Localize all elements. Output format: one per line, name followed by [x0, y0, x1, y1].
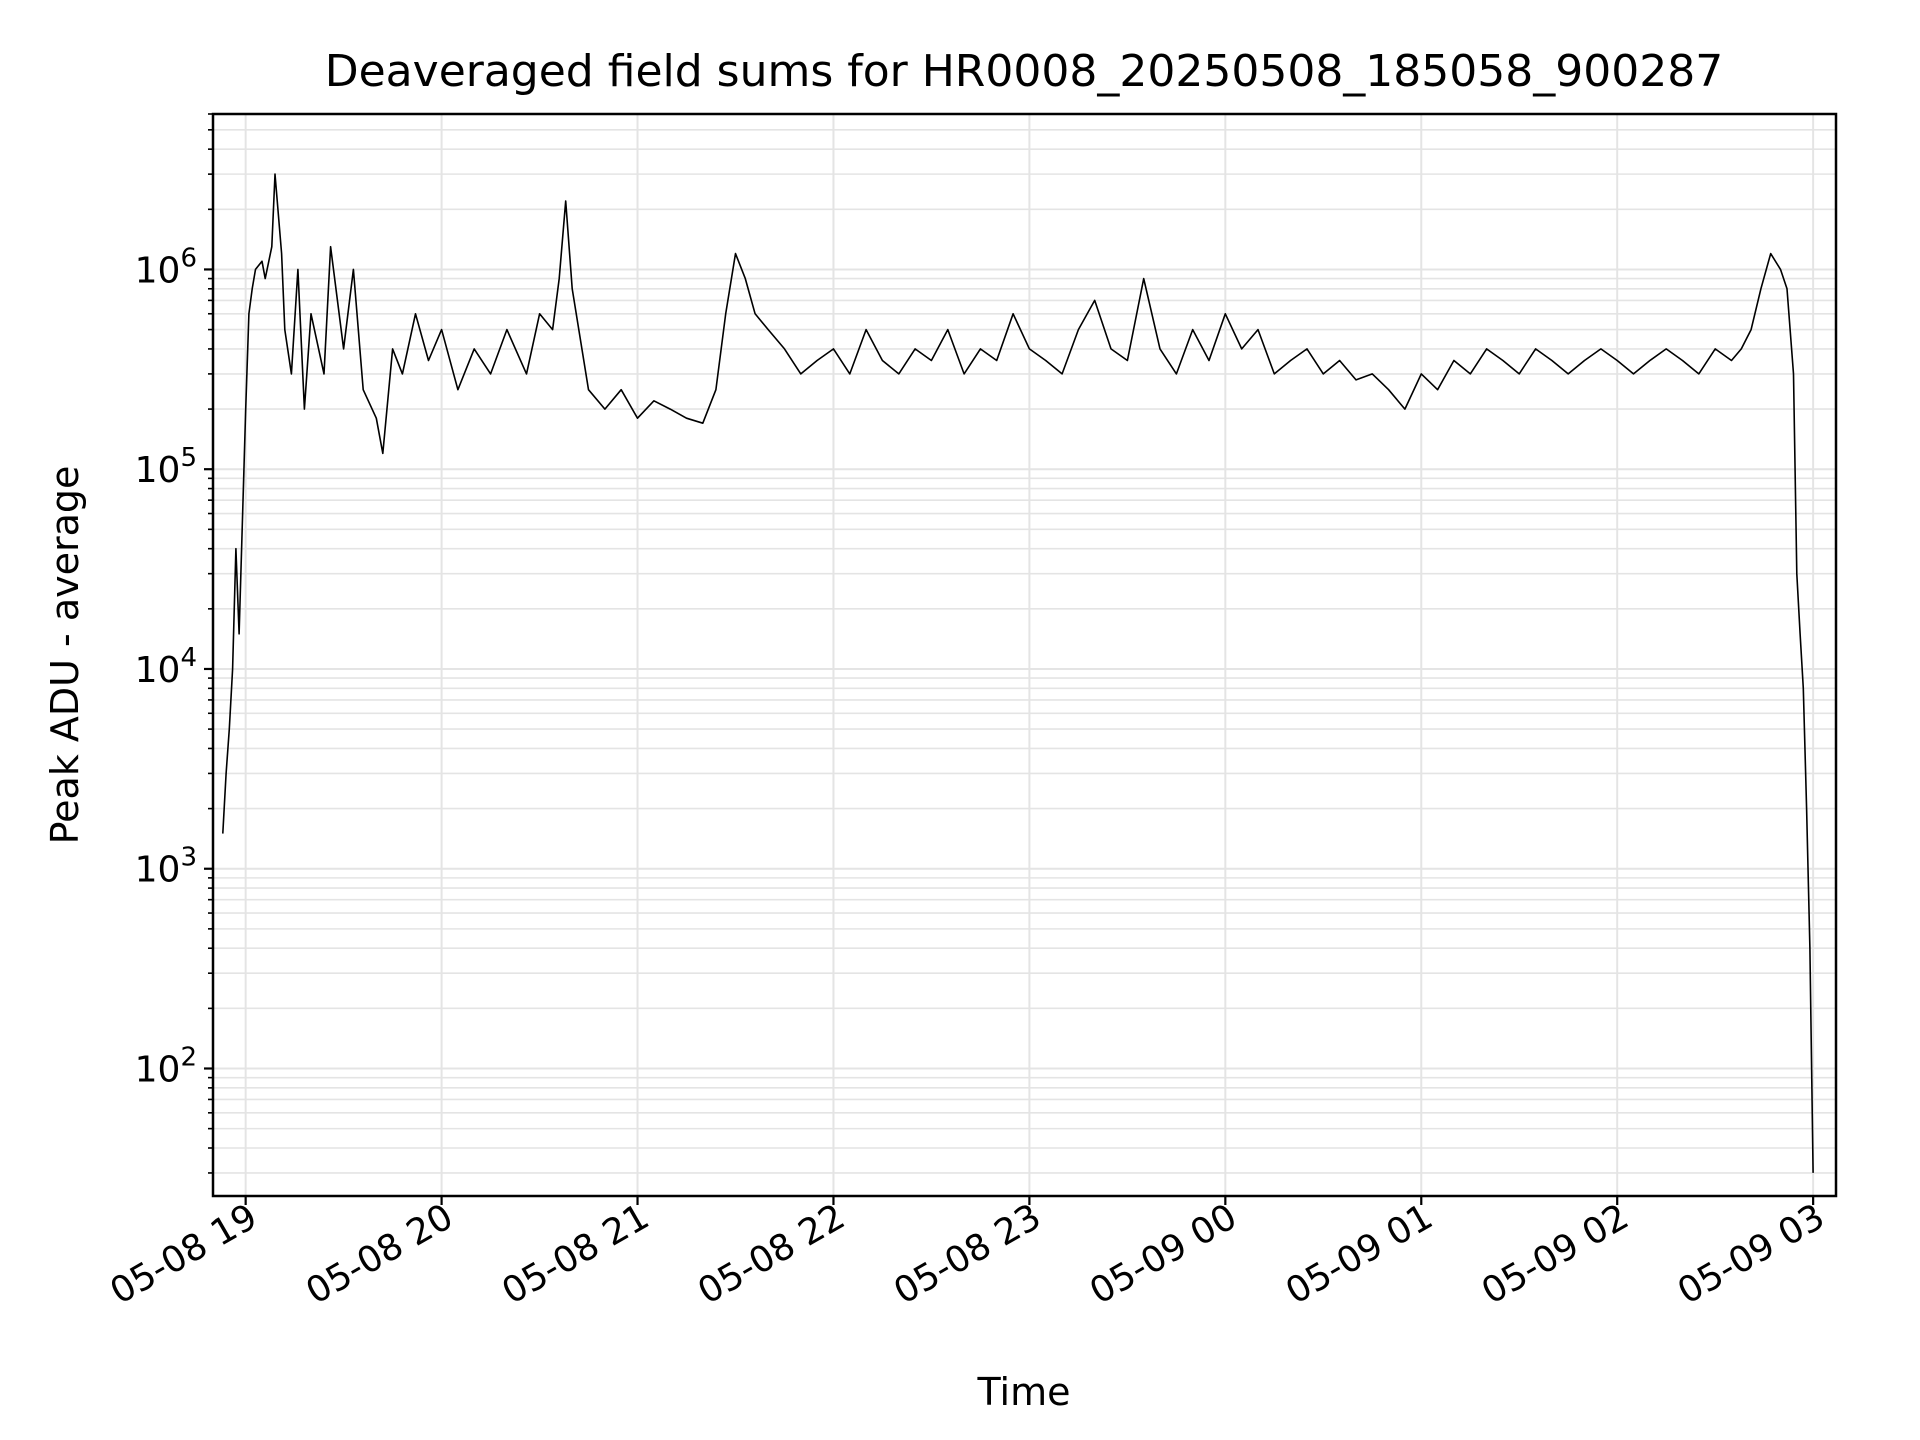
y-tick-label: 102 [135, 1042, 197, 1090]
y-tick-label: 104 [135, 643, 197, 691]
y-tick-label: 105 [135, 443, 197, 491]
x-axis-title: Time [977, 1370, 1071, 1414]
chart-title: Deaveraged field sums for HR0008_2025050… [325, 46, 1724, 97]
y-axis: 102 103 104 105 106 [135, 113, 213, 1174]
plot-area [222, 173, 1814, 1173]
y-tick-label: 103 [135, 843, 197, 891]
grid [213, 113, 1836, 1196]
series-line [222, 173, 1814, 1173]
y-axis-title: Peak ADU - average [43, 466, 87, 845]
y-tick-label: 106 [135, 243, 197, 291]
plot-frame [211, 112, 1838, 1198]
